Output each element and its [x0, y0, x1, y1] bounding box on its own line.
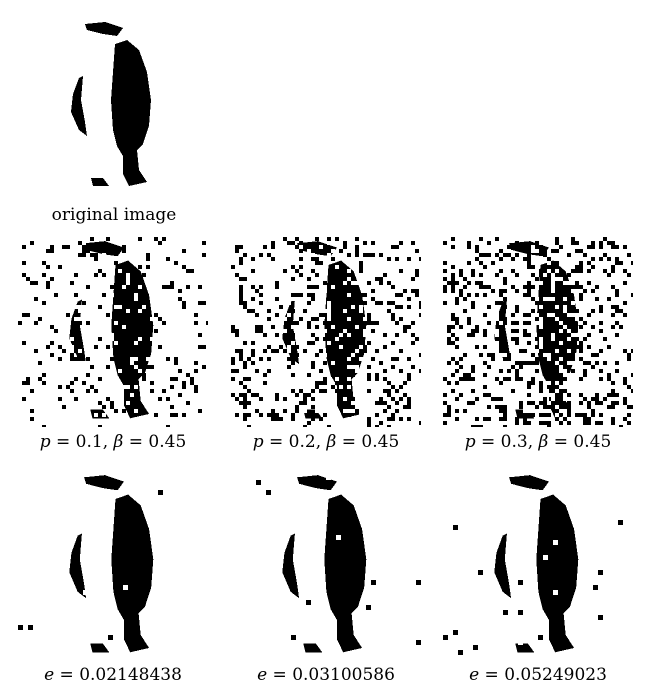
penguin-body	[324, 495, 366, 653]
penguin-foot	[90, 644, 109, 653]
penguin-flipper	[69, 533, 86, 598]
original-penguin-image	[65, 20, 160, 190]
noisy-caption-1: p = 0.1, β = 0.45	[18, 432, 208, 452]
noisy-caption-3: p = 0.3, β = 0.45	[443, 432, 633, 452]
denoised-image-3	[443, 465, 633, 655]
penguin-head	[84, 475, 124, 490]
denoised-caption-3: e = 0.05249023	[443, 665, 633, 685]
penguin-flipper	[494, 533, 511, 598]
penguin-head	[509, 475, 549, 490]
penguin-foot	[91, 178, 109, 186]
noisy-image-2	[231, 237, 421, 427]
penguin-foot	[303, 644, 322, 653]
penguin-flipper	[282, 533, 299, 598]
original-image-caption: original image	[0, 205, 228, 225]
penguin-body	[536, 495, 578, 653]
penguin-body	[111, 495, 153, 653]
noisy-image-3	[443, 237, 633, 427]
denoised-caption-1: e = 0.02148438	[18, 665, 208, 685]
noisy-caption-2: p = 0.2, β = 0.45	[231, 432, 421, 452]
denoised-image-1	[18, 465, 208, 655]
penguin-body	[111, 40, 151, 186]
original-image-panel	[65, 20, 160, 190]
penguin-flipper	[71, 76, 87, 136]
denoised-image-2	[231, 465, 421, 655]
noisy-image-1	[18, 237, 208, 427]
penguin-head	[85, 22, 123, 36]
denoised-caption-2: e = 0.03100586	[231, 665, 421, 685]
